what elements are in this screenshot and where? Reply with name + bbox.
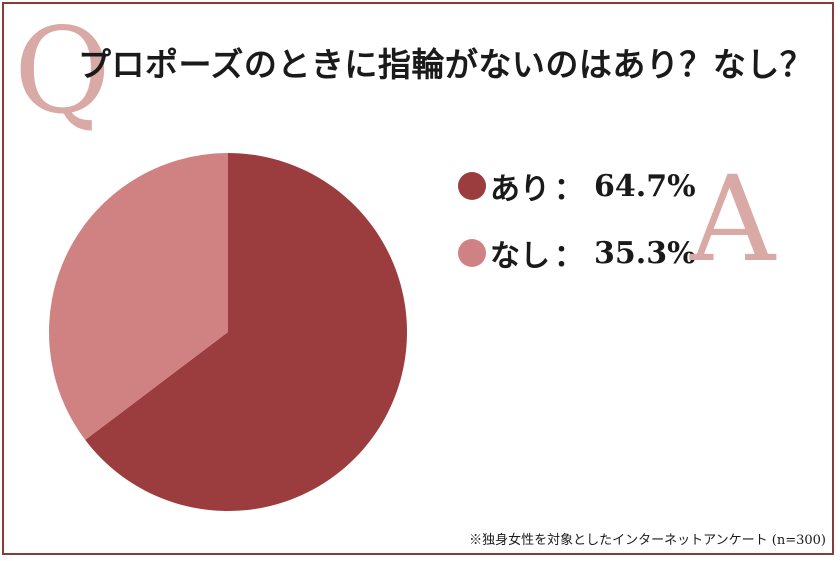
pie-slice-nashi — [49, 153, 229, 440]
legend-dot-icon — [458, 239, 486, 267]
pie-slice-ari — [85, 153, 408, 511]
legend-separator: ： — [554, 239, 584, 274]
legend-label: あり — [490, 172, 550, 207]
legend-value: 64.7% — [594, 168, 696, 204]
question-letter: Q — [14, 2, 111, 140]
legend: あり： 64.7% なし： 35.3% — [458, 166, 696, 300]
footnote: ※独身女性を対象としたインターネットアンケート (n=300) — [469, 533, 826, 548]
chart-title: プロポーズのときに指輪がないのはあり？なし？ — [78, 45, 814, 84]
answer-letter: A — [690, 150, 776, 288]
legend-item-ari: あり： 64.7% — [458, 166, 696, 207]
legend-item-nashi: なし： 35.3% — [458, 233, 696, 274]
legend-value: 35.3% — [594, 235, 696, 271]
legend-dot-icon — [458, 172, 486, 200]
legend-separator: ： — [554, 172, 584, 207]
legend-label: なし — [490, 239, 550, 274]
